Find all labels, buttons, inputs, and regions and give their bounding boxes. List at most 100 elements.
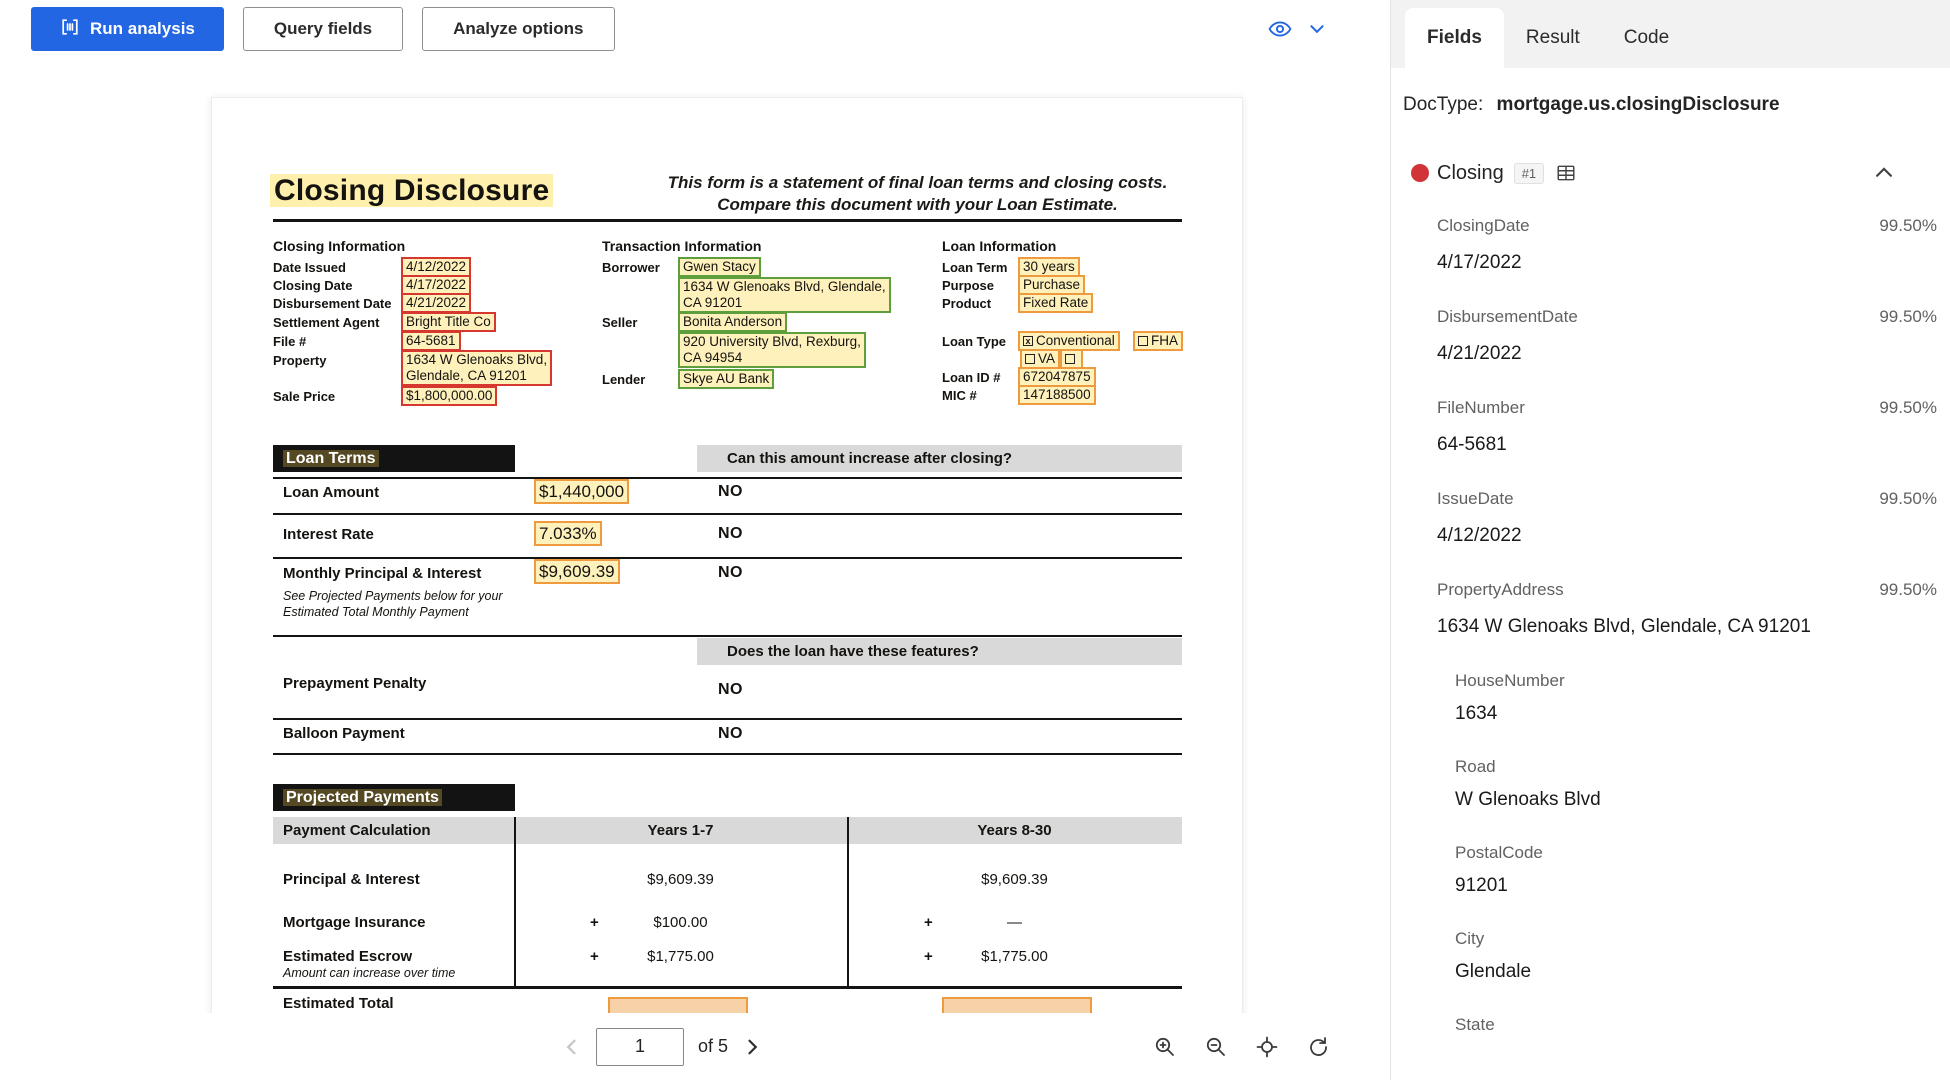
- analyze-options-button[interactable]: Analyze options: [422, 7, 615, 51]
- column-payment-calculation: Payment Calculation: [283, 822, 431, 839]
- field-name: State: [1455, 1015, 1495, 1034]
- field-confidence: 99.50%: [1879, 307, 1937, 326]
- page-number-input[interactable]: [596, 1027, 684, 1066]
- loan-type-fha[interactable]: FHA: [1133, 331, 1183, 351]
- projected-payments-columns: Payment Calculation Years 1-7 Years 8-30: [273, 817, 1182, 844]
- prepayment-penalty-label: Prepayment Penalty: [283, 675, 427, 692]
- mic-label: MIC #: [942, 388, 977, 403]
- loan-id-value[interactable]: 672047875: [1018, 367, 1096, 387]
- checkbox-empty: [1138, 336, 1148, 347]
- info-row-label: Sale Price: [273, 389, 336, 404]
- closing-group-header[interactable]: Closing #1: [1411, 158, 1950, 188]
- form-intro-text: This form is a statement of final loan t…: [667, 173, 1168, 215]
- pp-value: $9,609.39: [647, 871, 714, 888]
- field-row-filenumber[interactable]: FileNumber 99.50% 64-5681: [1437, 398, 1937, 458]
- fit-to-page-icon[interactable]: [1255, 1035, 1279, 1059]
- monthly-pi-value[interactable]: $9,609.39: [534, 559, 620, 584]
- loan-term-value[interactable]: 30 years: [1018, 257, 1080, 277]
- closing-disclosure-title: Closing Disclosure: [270, 174, 554, 208]
- info-row-label: Disbursement Date: [273, 296, 392, 311]
- estimated-total-highlight[interactable]: [608, 997, 748, 1013]
- group-color-dot: [1411, 164, 1429, 182]
- table-rule: [273, 986, 1182, 989]
- field-row-state[interactable]: State: [1455, 1015, 1937, 1071]
- closing-date-value[interactable]: 4/17/2022: [401, 275, 472, 295]
- field-confidence: 99.50%: [1879, 216, 1937, 235]
- pp-row-note: Amount can increase over time: [283, 966, 456, 980]
- date-issued-value[interactable]: 4/12/2022: [401, 257, 472, 277]
- checkbox-empty: [1065, 354, 1075, 365]
- field-row-issuedate[interactable]: IssueDate 99.50% 4/12/2022: [1437, 489, 1937, 549]
- zoom-in-icon[interactable]: [1153, 1035, 1177, 1059]
- file-number-value[interactable]: 64-5681: [401, 331, 461, 351]
- visibility-eye-icon[interactable]: [1268, 17, 1292, 41]
- rotate-icon[interactable]: [1306, 1035, 1330, 1059]
- loan-amount-label: Loan Amount: [283, 484, 380, 501]
- borrower-name-value[interactable]: Gwen Stacy: [678, 257, 761, 277]
- loan-term-label: Loan Term: [942, 260, 1008, 275]
- info-row-label: File #: [273, 334, 307, 349]
- field-row-propertyaddress[interactable]: PropertyAddress 99.50% 1634 W Glenoaks B…: [1437, 580, 1937, 640]
- info-row-label: Property: [273, 353, 327, 368]
- plus-sign: +: [924, 914, 933, 931]
- query-fields-button[interactable]: Query fields: [242, 7, 404, 51]
- field-row-city[interactable]: City Glendale: [1455, 929, 1937, 985]
- loan-type-other[interactable]: [1060, 349, 1083, 369]
- plus-sign: +: [590, 948, 599, 965]
- field-row-postalcode[interactable]: PostalCode 91201: [1455, 843, 1937, 899]
- disbursement-date-value[interactable]: 4/21/2022: [401, 293, 472, 313]
- document-canvas: Closing Disclosure This form is a statem…: [0, 58, 1390, 1013]
- pp-value: $100.00: [653, 914, 708, 931]
- tab-code[interactable]: Code: [1623, 27, 1670, 48]
- chevron-down-icon[interactable]: [1308, 20, 1326, 38]
- group-title: Closing: [1437, 161, 1504, 184]
- property-value[interactable]: 1634 W Glenoaks Blvd, Glendale, CA 91201: [401, 350, 553, 386]
- document-page: Closing Disclosure This form is a statem…: [211, 97, 1243, 1013]
- table-rule: [273, 513, 1182, 515]
- field-name: City: [1455, 929, 1485, 948]
- loan-amount-value[interactable]: $1,440,000: [534, 479, 630, 504]
- field-name: Road: [1455, 757, 1496, 776]
- field-name: PropertyAddress: [1437, 580, 1564, 599]
- checkbox-checked: x: [1023, 336, 1033, 347]
- run-analysis-button[interactable]: Run analysis: [31, 7, 224, 51]
- plus-sign: +: [924, 948, 933, 965]
- field-row-disbursementdate[interactable]: DisbursementDate 99.50% 4/21/2022: [1437, 307, 1937, 367]
- product-value[interactable]: Fixed Rate: [1018, 293, 1094, 313]
- pp-value: —: [1007, 914, 1022, 931]
- purpose-value[interactable]: Purchase: [1018, 275, 1086, 295]
- zoom-out-icon[interactable]: [1204, 1035, 1228, 1059]
- next-page-icon[interactable]: [742, 1037, 762, 1057]
- analysis-toolbar: Run analysis Query fields Analyze option…: [0, 0, 1390, 58]
- sale-price-value[interactable]: $1,800,000.00: [401, 386, 498, 406]
- pp-row-label: Estimated Escrow: [283, 948, 413, 965]
- mic-value[interactable]: 147188500: [1018, 385, 1096, 405]
- field-row-closingdate[interactable]: ClosingDate 99.50% 4/17/2022: [1437, 216, 1937, 276]
- doctype-value: mortgage.us.closingDisclosure: [1496, 94, 1780, 115]
- previous-page-icon[interactable]: [562, 1037, 582, 1057]
- pp-row-label: Mortgage Insurance: [283, 914, 426, 931]
- info-row-label: Closing Date: [273, 278, 353, 293]
- field-value: 4/17/2022: [1437, 252, 1522, 273]
- table-rule: [273, 635, 1182, 637]
- estimated-total-highlight[interactable]: [942, 997, 1092, 1013]
- field-row-housenumber[interactable]: HouseNumber 1634: [1455, 671, 1937, 727]
- collapse-chevron-up-icon[interactable]: [1873, 162, 1895, 189]
- product-label: Product: [942, 296, 992, 311]
- tab-fields[interactable]: Fields: [1405, 8, 1504, 68]
- field-row-road[interactable]: Road W Glenoaks Blvd: [1455, 757, 1937, 813]
- seller-name-value[interactable]: Bonita Anderson: [678, 312, 788, 332]
- interest-rate-value[interactable]: 7.033%: [534, 521, 602, 546]
- estimated-total-label: Estimated Total: [283, 995, 394, 1012]
- loan-type-va[interactable]: VA: [1020, 349, 1061, 369]
- settlement-agent-value[interactable]: Bright Title Co: [401, 312, 496, 332]
- lender-name-value[interactable]: Skye AU Bank: [678, 369, 775, 389]
- table-view-icon[interactable]: [1556, 163, 1576, 183]
- borrower-address-value[interactable]: 1634 W Glenoaks Blvd, Glendale, CA 91201: [678, 277, 891, 313]
- field-value: 4/21/2022: [1437, 343, 1522, 364]
- loan-type-conventional[interactable]: x Conventional: [1018, 331, 1120, 351]
- field-value: 91201: [1455, 875, 1508, 896]
- viewer-controls-bar: of 5: [0, 1013, 1390, 1080]
- tab-result[interactable]: Result: [1525, 27, 1580, 48]
- seller-address-value[interactable]: 920 University Blvd, Rexburg, CA 94954: [678, 332, 866, 368]
